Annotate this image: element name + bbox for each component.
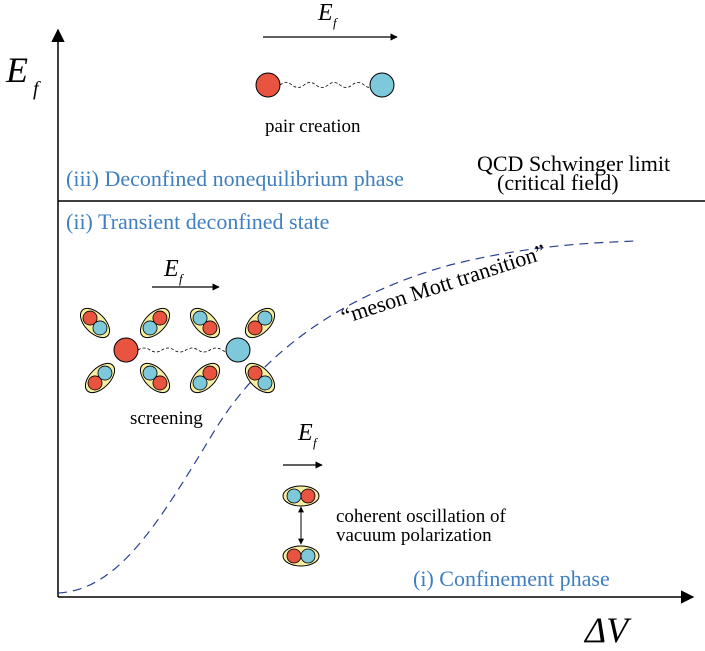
meson-pair (282, 545, 320, 567)
meson-pair (79, 307, 111, 339)
meson-pair (139, 307, 171, 339)
vacuum-polarization-label: vacuum polarization (336, 525, 492, 546)
phase-i-label: (i) Confinement phase (413, 566, 610, 591)
blue-quark (225, 337, 251, 363)
field-symbol-mid: E (163, 256, 179, 282)
mott-transition-curve (57, 240, 636, 594)
field-symbol-top: E (317, 0, 333, 26)
screening-label: screening (130, 408, 203, 429)
meson-pair (282, 485, 320, 507)
coherent-oscillation-label: coherent oscillation of (336, 506, 507, 527)
mott-transition-label: “meson Mott transition” (338, 239, 549, 329)
field-subscript-low: f (313, 435, 319, 450)
meson-pair (84, 362, 116, 394)
pair-creation-label: pair creation (265, 116, 361, 137)
schwinger-limit-label: QCD Schwinger limit (477, 151, 670, 176)
y-axis-subscript: f (33, 78, 41, 100)
string-wavy-mid (137, 347, 235, 353)
field-subscript-top: f (333, 15, 339, 30)
red-quark (255, 72, 281, 98)
critical-field-label: (critical field) (497, 170, 619, 195)
red-quark (113, 337, 139, 363)
y-axis-symbol: E (5, 50, 28, 90)
meson-pair (244, 307, 276, 339)
phase-iii-label: (iii) Deconfined nonequilibrium phase (66, 166, 404, 191)
x-axis-symbol: ΔV (583, 610, 632, 650)
phase-ii-label: (ii) Transient deconfined state (66, 209, 329, 234)
field-subscript-mid: f (179, 271, 185, 286)
blue-quark (369, 72, 395, 98)
meson-pair (189, 362, 221, 394)
field-symbol-low: E (297, 420, 313, 446)
meson-pair (244, 362, 276, 394)
meson-pair (139, 362, 171, 394)
string-wavy-top (279, 82, 377, 88)
meson-pair (189, 307, 221, 339)
